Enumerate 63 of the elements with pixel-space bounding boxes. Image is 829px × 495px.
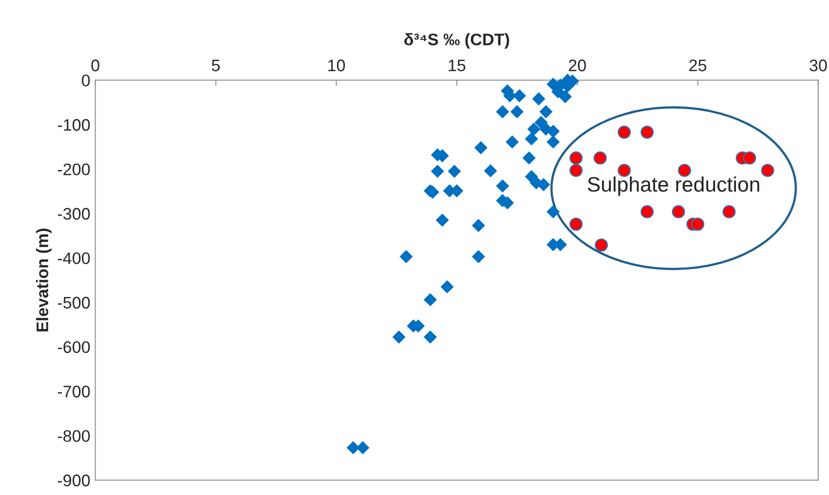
point — [346, 441, 360, 454]
annotation: Sulphate reduction — [588, 176, 760, 196]
point — [392, 330, 406, 344]
point — [618, 164, 631, 177]
point — [424, 293, 437, 306]
point — [558, 90, 572, 104]
y-tick-label: -800 — [58, 430, 90, 442]
point — [472, 250, 486, 264]
x-tick-label: 5 — [212, 60, 220, 72]
point — [569, 164, 583, 177]
point — [474, 141, 488, 154]
point — [400, 250, 413, 264]
point — [484, 164, 498, 178]
x-axis-title: δ³⁴S ‰ (CDT) — [404, 33, 510, 49]
y-tick-label: -500 — [58, 296, 90, 309]
point — [672, 205, 686, 218]
point — [722, 205, 736, 218]
point — [594, 151, 607, 165]
point — [496, 179, 510, 193]
x-tick-label: 30 — [810, 60, 827, 72]
x-tick-label: 10 — [328, 60, 345, 72]
point — [618, 126, 631, 139]
point — [472, 218, 486, 232]
y-tick-label: -700 — [58, 386, 90, 398]
point — [524, 132, 538, 146]
point — [678, 164, 692, 177]
y-tick-label: 0 — [82, 74, 90, 86]
y-tick-label: -600 — [58, 341, 90, 354]
y-tick-label: -100 — [58, 119, 90, 131]
point — [527, 122, 540, 136]
point — [448, 164, 461, 178]
point — [430, 164, 444, 178]
point — [546, 205, 560, 218]
point — [569, 218, 583, 231]
x-tick-label: 15 — [448, 60, 466, 72]
point — [640, 205, 654, 218]
point — [546, 124, 560, 138]
x-tick-label: 25 — [689, 60, 706, 72]
point — [440, 280, 454, 294]
point — [640, 126, 654, 139]
y-tick-label: -400 — [58, 252, 90, 264]
point — [506, 135, 519, 149]
y-tick-label: -300 — [58, 208, 90, 220]
y-tick-label: -900 — [58, 474, 90, 486]
x-tick-label: 20 — [568, 60, 586, 72]
point — [510, 105, 524, 118]
point — [742, 151, 756, 165]
point — [539, 105, 553, 118]
point — [546, 135, 560, 149]
point — [424, 330, 437, 344]
point — [512, 89, 526, 102]
point — [436, 214, 449, 227]
x-tick-label: 0 — [91, 60, 100, 72]
point — [761, 164, 774, 177]
point — [594, 238, 608, 252]
y-tick-label: -200 — [58, 163, 90, 176]
point — [522, 151, 536, 165]
point — [569, 151, 583, 165]
point — [691, 218, 704, 231]
point — [532, 92, 546, 106]
y-axis-title: Elevation (m) — [36, 228, 52, 332]
point — [356, 441, 370, 454]
point — [496, 105, 510, 118]
